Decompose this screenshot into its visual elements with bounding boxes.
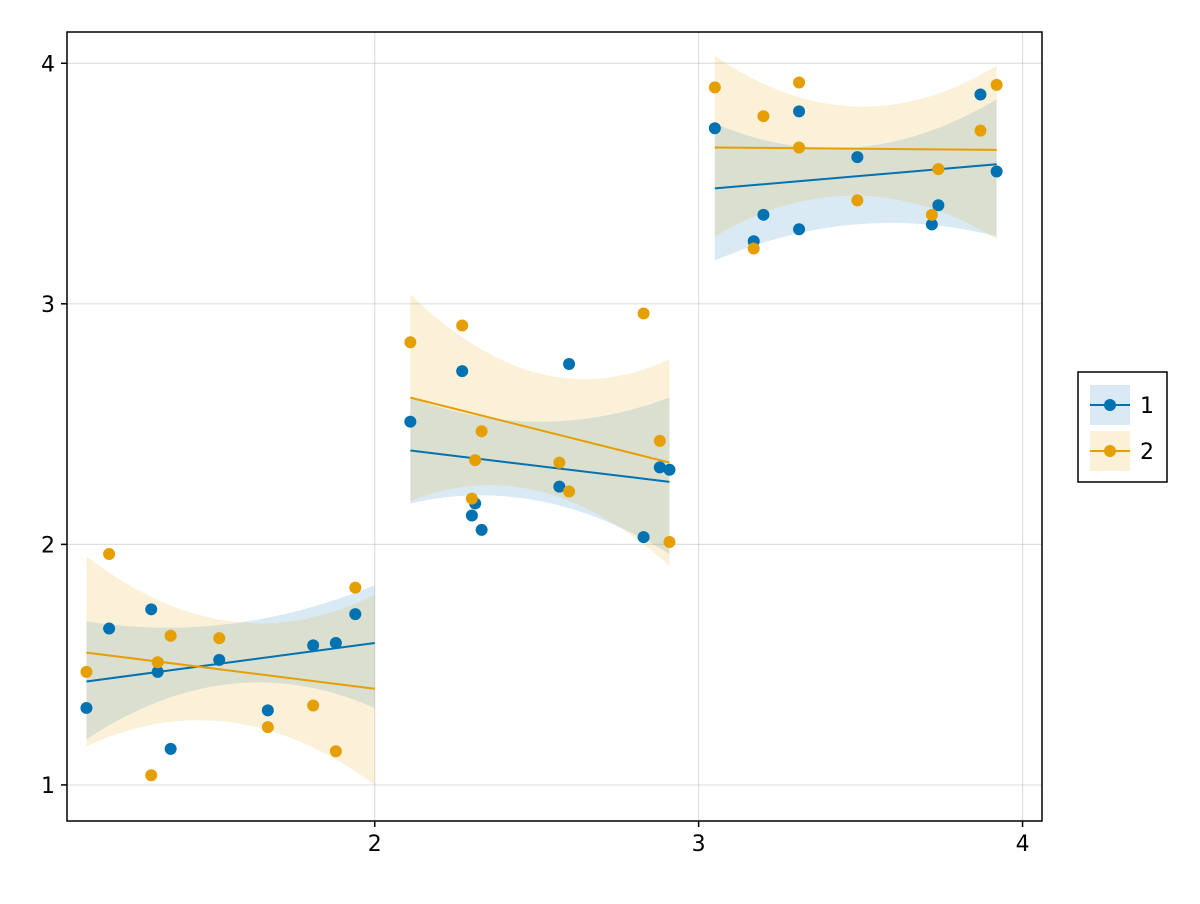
data-point: [708, 122, 721, 135]
axis-ticks: 2 3 4 1 2 3 4: [41, 52, 1030, 857]
regression-line: [86, 651, 375, 690]
legend-box: [1077, 371, 1168, 483]
data-point: [637, 307, 650, 320]
data-point: [708, 81, 721, 94]
x-tick-label: 4: [1016, 832, 1030, 857]
y-tick-label: 1: [41, 774, 55, 799]
data-point: [349, 581, 362, 594]
legend: 12: [1077, 371, 1168, 483]
data-point: [974, 88, 987, 101]
legend-label: 1: [1140, 394, 1154, 419]
data-point: [663, 463, 676, 476]
data-point: [793, 76, 806, 89]
grid: [67, 32, 1042, 821]
plot-area: [67, 32, 1042, 821]
regression-line: [410, 396, 670, 464]
data-point: [261, 704, 274, 717]
data-point: [747, 242, 760, 255]
regression-line: [714, 146, 997, 151]
data-point: [465, 492, 478, 505]
data-point: [925, 218, 938, 231]
data-point: [465, 509, 478, 522]
legend-label: 2: [1140, 440, 1154, 465]
data-point: [164, 629, 177, 642]
data-point: [475, 425, 488, 438]
data-point: [103, 622, 116, 635]
data-points: [80, 76, 1003, 782]
fit-lines: [86, 146, 997, 690]
data-point: [329, 636, 342, 649]
data-point: [653, 434, 666, 447]
data-point: [757, 110, 770, 123]
data-point: [757, 208, 770, 221]
x-tick-label: 2: [368, 832, 382, 857]
data-point: [103, 547, 116, 560]
data-point: [932, 199, 945, 212]
data-point: [145, 603, 158, 616]
data-point: [261, 721, 274, 734]
data-point: [475, 523, 488, 536]
y-tick-label: 3: [41, 293, 55, 318]
data-point: [145, 769, 158, 782]
data-point: [80, 665, 93, 678]
regression-line: [86, 642, 375, 683]
data-point: [307, 639, 320, 652]
legend-swatch-marker: [1104, 445, 1116, 457]
plot-frame: [66, 31, 1043, 822]
data-point: [213, 632, 226, 645]
y-tick-label: 4: [41, 52, 55, 77]
data-point: [456, 365, 469, 378]
data-point: [404, 415, 417, 428]
data-point: [563, 357, 576, 370]
data-point: [637, 531, 650, 544]
data-point: [213, 653, 226, 666]
data-point: [151, 665, 164, 678]
x-tick-label: 3: [692, 832, 706, 857]
data-point: [793, 105, 806, 118]
data-point: [653, 461, 666, 474]
data-point: [80, 701, 93, 714]
data-point: [793, 141, 806, 154]
confidence-band: [410, 397, 670, 554]
data-point: [851, 194, 864, 207]
data-point: [404, 336, 417, 349]
data-point: [469, 454, 482, 467]
data-point: [974, 124, 987, 137]
data-point: [663, 535, 676, 548]
regression-line: [714, 163, 997, 190]
data-point: [990, 78, 1003, 91]
data-point: [349, 608, 362, 621]
data-point: [925, 208, 938, 221]
data-point: [932, 163, 945, 176]
data-point: [563, 485, 576, 498]
regression-line: [410, 449, 670, 483]
data-point: [307, 699, 320, 712]
y-tick-label: 2: [41, 533, 55, 558]
data-point: [990, 165, 1003, 178]
data-point: [164, 742, 177, 755]
confidence-band: [714, 56, 997, 239]
data-point: [851, 151, 864, 164]
data-point: [553, 456, 566, 469]
legend-swatch-marker: [1104, 399, 1116, 411]
data-point: [329, 745, 342, 758]
data-point: [793, 223, 806, 236]
confidence-band: [714, 99, 997, 261]
data-point: [553, 480, 566, 493]
data-point: [456, 319, 469, 332]
data-point: [151, 656, 164, 669]
